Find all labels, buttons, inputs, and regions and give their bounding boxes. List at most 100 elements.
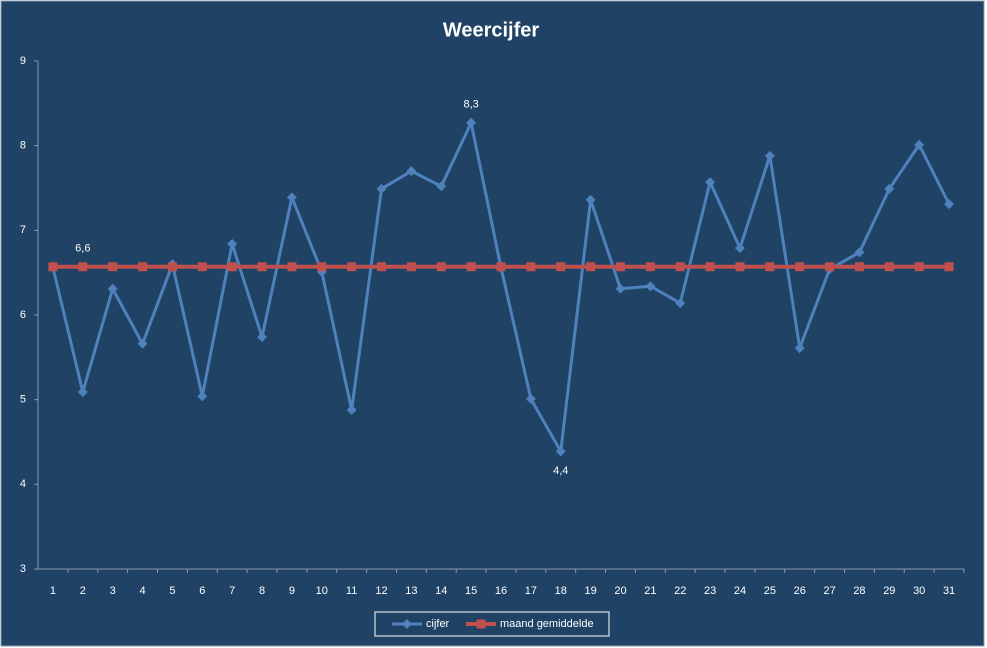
marker bbox=[227, 262, 237, 272]
marker bbox=[48, 262, 58, 272]
marker bbox=[914, 139, 925, 150]
x-tick-label: 27 bbox=[823, 585, 835, 597]
x-tick-label: 2 bbox=[80, 585, 86, 597]
marker bbox=[585, 194, 596, 205]
x-tick-label: 31 bbox=[943, 585, 955, 597]
legend-marker bbox=[402, 619, 412, 629]
marker bbox=[586, 262, 596, 272]
marker bbox=[735, 262, 745, 272]
marker bbox=[286, 192, 297, 203]
y-tick-label: 3 bbox=[20, 563, 26, 575]
legend-marker bbox=[476, 619, 486, 629]
marker bbox=[347, 262, 357, 272]
x-tick-label: 28 bbox=[853, 585, 865, 597]
marker bbox=[556, 262, 566, 272]
marker bbox=[108, 262, 118, 272]
marker bbox=[525, 393, 536, 404]
x-tick-label: 7 bbox=[229, 585, 235, 597]
x-tick-label: 17 bbox=[525, 585, 537, 597]
y-tick-label: 9 bbox=[20, 55, 26, 67]
marker bbox=[705, 177, 716, 188]
x-tick-label: 13 bbox=[405, 585, 417, 597]
data-label: 6,6 bbox=[75, 243, 90, 255]
marker bbox=[794, 343, 805, 354]
marker bbox=[884, 262, 894, 272]
x-tick-label: 18 bbox=[555, 585, 567, 597]
x-tick-label: 16 bbox=[495, 585, 507, 597]
x-tick-label: 26 bbox=[794, 585, 806, 597]
y-tick-label: 6 bbox=[20, 309, 26, 321]
marker bbox=[466, 262, 476, 272]
x-tick-label: 25 bbox=[764, 585, 776, 597]
marker bbox=[317, 262, 327, 272]
marker bbox=[825, 262, 835, 272]
x-tick-label: 11 bbox=[346, 585, 357, 597]
x-tick-label: 14 bbox=[435, 585, 447, 597]
marker bbox=[107, 283, 118, 294]
marker bbox=[854, 247, 865, 258]
marker bbox=[436, 262, 446, 272]
x-tick-label: 19 bbox=[584, 585, 596, 597]
marker bbox=[257, 332, 268, 343]
marker bbox=[884, 183, 895, 194]
marker bbox=[854, 262, 864, 272]
x-tick-label: 12 bbox=[375, 585, 387, 597]
marker bbox=[615, 283, 626, 294]
x-tick-label: 20 bbox=[614, 585, 626, 597]
y-tick-label: 4 bbox=[20, 478, 26, 490]
data-label: 8,3 bbox=[463, 99, 478, 111]
marker bbox=[944, 262, 954, 272]
marker bbox=[795, 262, 805, 272]
marker bbox=[376, 183, 387, 194]
marker bbox=[257, 262, 267, 272]
marker bbox=[764, 150, 775, 161]
x-tick-label: 22 bbox=[674, 585, 686, 597]
marker bbox=[496, 262, 506, 272]
x-tick-label: 4 bbox=[139, 585, 145, 597]
x-tick-label: 9 bbox=[289, 585, 295, 597]
x-tick-label: 23 bbox=[704, 585, 716, 597]
x-tick-label: 15 bbox=[465, 585, 477, 597]
marker bbox=[197, 262, 207, 272]
marker bbox=[645, 281, 656, 292]
legend-label: cijfer bbox=[426, 618, 450, 630]
legend-box bbox=[374, 611, 610, 637]
marker bbox=[615, 262, 625, 272]
y-tick-label: 5 bbox=[20, 394, 26, 406]
marker bbox=[78, 262, 88, 272]
x-tick-label: 6 bbox=[199, 585, 205, 597]
chart-title: Weercijfer bbox=[443, 19, 540, 41]
marker bbox=[675, 262, 685, 272]
marker bbox=[377, 262, 387, 272]
marker bbox=[914, 262, 924, 272]
marker bbox=[944, 199, 955, 210]
marker bbox=[137, 338, 148, 349]
marker bbox=[675, 298, 686, 309]
x-tick-label: 30 bbox=[913, 585, 925, 597]
marker bbox=[197, 391, 208, 402]
data-label: 4,4 bbox=[553, 465, 568, 477]
marker bbox=[555, 446, 566, 457]
marker bbox=[436, 181, 447, 192]
marker bbox=[526, 262, 536, 272]
marker bbox=[765, 262, 775, 272]
x-tick-label: 24 bbox=[734, 585, 746, 597]
marker bbox=[705, 262, 715, 272]
x-tick-label: 21 bbox=[644, 585, 656, 597]
x-tick-label: 1 bbox=[50, 585, 56, 597]
x-tick-label: 8 bbox=[259, 585, 265, 597]
marker bbox=[466, 117, 477, 128]
marker bbox=[77, 387, 88, 398]
marker bbox=[167, 262, 177, 272]
legend-label: maand gemiddelde bbox=[500, 618, 594, 630]
marker bbox=[287, 262, 297, 272]
x-tick-label: 10 bbox=[316, 585, 328, 597]
marker bbox=[138, 262, 148, 272]
marker bbox=[227, 238, 238, 249]
marker bbox=[734, 243, 745, 254]
marker bbox=[645, 262, 655, 272]
x-tick-label: 5 bbox=[169, 585, 175, 597]
x-tick-label: 3 bbox=[110, 585, 116, 597]
